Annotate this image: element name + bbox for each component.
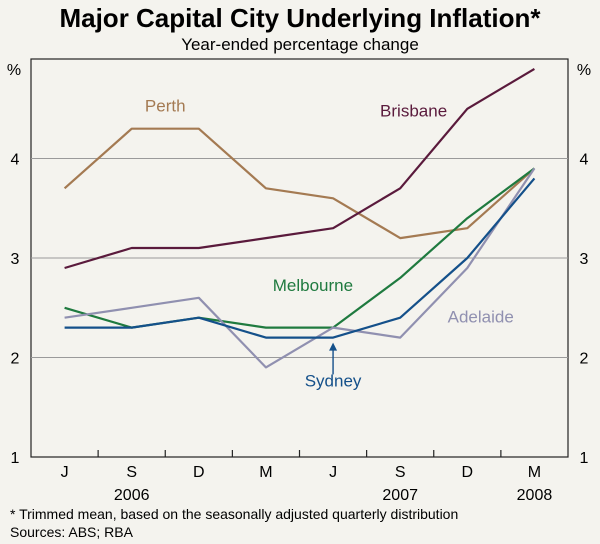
series-line-sydney bbox=[64, 177, 536, 339]
series-line-brisbane bbox=[64, 67, 535, 270]
y-axis-unit-right: % bbox=[577, 62, 591, 79]
y-tick-label-right: 3 bbox=[580, 251, 589, 268]
x-tick-label: M bbox=[528, 464, 541, 481]
series-label-perth: Perth bbox=[145, 97, 186, 116]
y-tick-label-left: 1 bbox=[11, 450, 20, 467]
x-year-label: 2007 bbox=[382, 487, 418, 504]
axes: 1 1 2 2 3 3 4 4 J S D M J S D M 2006 2007 2008 bbox=[11, 152, 589, 505]
y-axis-unit-left: % bbox=[7, 62, 21, 79]
x-tick-label: J bbox=[329, 464, 337, 481]
y-tick-label-right: 1 bbox=[580, 450, 589, 467]
series-labels: Perth Brisbane Melbourne Adelaide Sydney bbox=[145, 97, 514, 391]
x-tick-label: D bbox=[462, 464, 474, 481]
series-lines bbox=[63, 67, 536, 369]
series-label-adelaide: Adelaide bbox=[448, 308, 514, 327]
x-tick-label: M bbox=[259, 464, 272, 481]
sources: Sources: ABS; RBA bbox=[10, 524, 134, 540]
gridlines bbox=[31, 158, 568, 358]
sydney-pointer-arrowhead bbox=[329, 342, 338, 351]
y-tick-label-right: 4 bbox=[580, 152, 589, 169]
series-label-sydney: Sydney bbox=[305, 371, 362, 390]
x-tick-label: S bbox=[395, 464, 406, 481]
y-tick-label-right: 2 bbox=[580, 351, 589, 368]
chart-title: Major Capital City Underlying Inflation* bbox=[59, 3, 541, 33]
x-year-label: 2008 bbox=[517, 487, 553, 504]
y-tick-label-left: 2 bbox=[11, 351, 20, 368]
x-tick-label: S bbox=[126, 464, 137, 481]
x-tick-label: D bbox=[193, 464, 205, 481]
x-year-label: 2006 bbox=[114, 487, 150, 504]
series-line-perth bbox=[63, 127, 536, 240]
chart-subtitle: Year-ended percentage change bbox=[181, 35, 419, 54]
y-tick-label-left: 3 bbox=[11, 251, 20, 268]
series-line-adelaide bbox=[64, 167, 536, 369]
y-tick-label-left: 4 bbox=[11, 152, 20, 169]
footnote: * Trimmed mean, based on the seasonally … bbox=[10, 506, 458, 522]
series-label-brisbane: Brisbane bbox=[380, 102, 447, 121]
x-tick-label: J bbox=[61, 464, 69, 481]
series-label-melbourne: Melbourne bbox=[273, 276, 353, 295]
